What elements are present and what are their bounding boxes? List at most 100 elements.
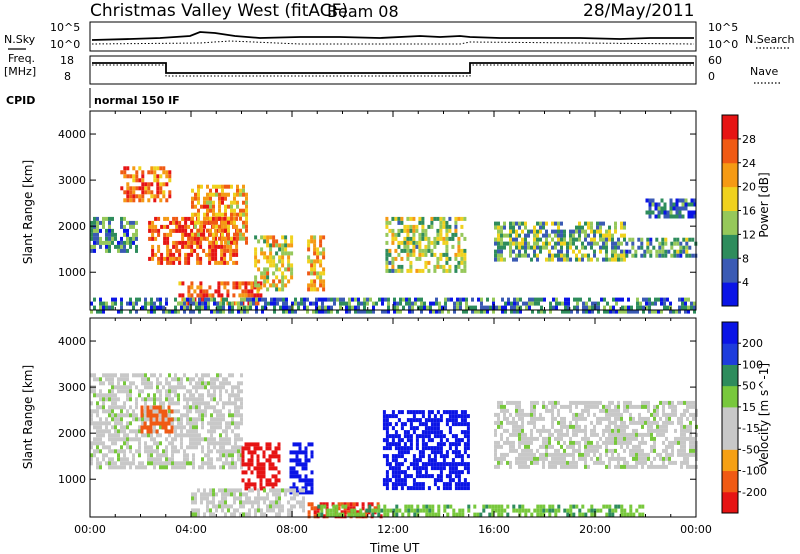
- colorbar-swatch: [722, 428, 738, 450]
- echo-cell: [306, 297, 309, 302]
- echo-cell: [236, 488, 239, 493]
- echo-cell: [209, 488, 212, 493]
- echo-cell: [665, 420, 668, 425]
- echo-cell: [688, 245, 692, 250]
- echo-cell: [186, 401, 189, 406]
- echo-cell: [635, 444, 638, 449]
- echo-cell: [615, 297, 618, 302]
- echo-cell: [206, 504, 209, 509]
- echo-cell: [588, 305, 591, 310]
- echo-cell: [209, 204, 212, 209]
- echo-cell: [111, 232, 114, 237]
- echo-cell: [321, 297, 324, 302]
- echo-cell: [212, 220, 215, 225]
- echo-cell: [126, 461, 129, 466]
- echo-cell: [192, 445, 195, 450]
- echo-cell: [515, 448, 518, 453]
- echo-cell: [685, 249, 689, 254]
- echo-cell: [681, 301, 684, 306]
- echo-cell: [245, 192, 248, 197]
- echo-cell: [430, 240, 434, 245]
- echo-cell: [312, 301, 315, 306]
- echo-cell: [690, 305, 693, 310]
- echo-cell: [432, 309, 435, 314]
- echo-cell: [243, 297, 246, 302]
- echo-cell: [123, 437, 126, 442]
- echo-cell: [265, 446, 269, 451]
- echo-cell: [129, 421, 132, 426]
- echo-cell: [153, 417, 156, 422]
- echo-cell: [359, 512, 363, 517]
- echo-cell: [147, 445, 150, 450]
- echo-cell: [135, 170, 139, 175]
- echo-cell: [237, 305, 240, 310]
- echo-cell: [503, 404, 506, 409]
- echo-cell: [652, 245, 656, 250]
- echo-cell: [575, 237, 578, 242]
- echo-cell: [120, 417, 123, 422]
- echo-cell: [272, 279, 276, 284]
- echo-cell: [540, 309, 543, 314]
- echo-cell: [105, 373, 108, 378]
- echo-cell: [548, 249, 551, 254]
- echo-cell: [232, 252, 236, 257]
- nave-tick-top: 60: [708, 54, 722, 67]
- echo-cell: [138, 389, 141, 394]
- echo-cell: [433, 478, 437, 483]
- echo-cell: [325, 506, 329, 511]
- echo-cell: [403, 422, 407, 427]
- echo-cell: [177, 433, 180, 438]
- echo-cell: [620, 221, 623, 226]
- echo-cell: [427, 224, 431, 229]
- echo-cell: [237, 425, 240, 430]
- echo-cell: [214, 289, 218, 294]
- echo-cell: [183, 453, 186, 458]
- echo-cell: [303, 305, 306, 310]
- echo-cell: [454, 434, 458, 439]
- echo-cell: [120, 236, 123, 241]
- echo-cell: [178, 293, 182, 298]
- echo-cell: [361, 502, 365, 507]
- echo-cell: [153, 305, 156, 310]
- echo-cell: [93, 248, 96, 253]
- echo-cell: [126, 232, 129, 237]
- echo-cell: [614, 249, 617, 254]
- echo-cell: [189, 417, 192, 422]
- echo-cell: [663, 297, 666, 302]
- echo-cell: [421, 236, 425, 241]
- echo-cell: [123, 405, 126, 410]
- echo-cell: [692, 444, 695, 449]
- echo-cell: [572, 233, 575, 238]
- echo-cell: [516, 301, 519, 306]
- echo-cell: [201, 385, 204, 390]
- echo-cell: [539, 504, 543, 509]
- echo-cell: [515, 420, 518, 425]
- echo-cell: [681, 202, 685, 207]
- echo-cell: [268, 466, 272, 471]
- echo-cell: [427, 236, 431, 241]
- echo-cell: [226, 293, 230, 298]
- echo-cell: [236, 192, 239, 197]
- echo-cell: [284, 235, 288, 240]
- echo-cell: [138, 425, 141, 430]
- echo-cell: [151, 244, 155, 249]
- echo-cell: [424, 244, 428, 249]
- echo-cell: [391, 470, 395, 475]
- echo-cell: [192, 377, 195, 382]
- echo-cell: [509, 400, 512, 405]
- echo-cell: [521, 237, 524, 242]
- echo-cell: [653, 464, 656, 469]
- echo-cell: [433, 414, 437, 419]
- echo-cell: [346, 506, 350, 511]
- echo-cell: [500, 237, 503, 242]
- echo-cell: [457, 244, 461, 249]
- echo-cell: [292, 458, 296, 463]
- echo-cell: [554, 416, 557, 421]
- echo-cell: [316, 271, 320, 276]
- echo-cell: [200, 228, 203, 233]
- echo-cell: [215, 224, 218, 229]
- echo-cell: [519, 309, 522, 314]
- echo-cell: [114, 441, 117, 446]
- echo-cell: [235, 285, 239, 290]
- echo-cell: [313, 263, 317, 268]
